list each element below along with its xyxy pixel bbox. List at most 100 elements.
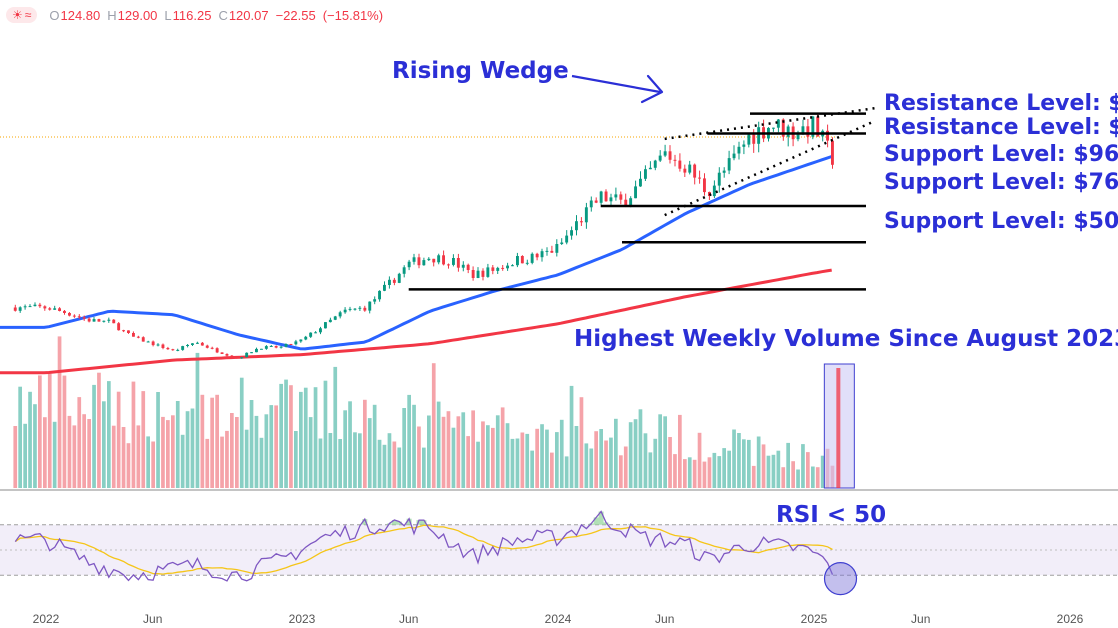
candle-body [772,127,775,129]
candle-body [289,344,293,345]
volume-bar [604,440,608,488]
x-tick-label: 2025 [801,612,828,626]
low-label: L [164,7,172,23]
candle-body [269,346,273,347]
volume-bar [259,437,264,488]
volume-bar [806,452,810,488]
volume-bar [141,391,146,488]
indicator-toggle[interactable]: ☀ ≈ [6,7,38,23]
candle-body [205,345,209,348]
time-axis: 2022 Jun 2023 Jun 2024 Jun 2025 Jun 2026 [33,612,1084,626]
volume-bar [530,450,534,488]
change-value: −22.55 [275,7,316,23]
candle-body [575,221,578,231]
sun-icon: ☀ [12,8,23,22]
candle-body [412,257,416,262]
candle-body [191,343,194,345]
candle-body [447,264,450,266]
volume-bar [274,405,278,488]
rsi-overbought-fill [396,521,402,525]
candle-body [550,250,554,253]
candle-body [127,330,130,333]
candle-body [786,126,790,137]
volume-bar [77,397,82,488]
volume-bar [781,467,786,488]
candle-body [72,315,76,317]
volume-bar [372,404,377,488]
volume-bar [62,375,67,488]
volume-bar [599,429,603,488]
candle-body [609,197,613,202]
volume-bar [171,415,175,488]
candle-body [102,320,106,322]
candle-body [38,304,42,307]
volume-bar [495,415,500,488]
candle-body [43,306,47,309]
candle-body [132,333,135,337]
volume-bar [254,415,259,488]
candle-body [589,200,593,208]
price-candles [13,114,834,359]
candle-body [210,347,214,349]
candle-body [328,319,332,323]
candle-body [688,164,692,173]
rising-wedge-arrow-shaft [571,74,661,94]
candle-body [48,308,52,310]
candle-body [299,339,303,342]
rsi-note-label: RSI < 50 [776,502,887,528]
candle-body [442,255,445,265]
x-tick-label: Jun [911,612,930,626]
resistance-label-lower: Resistance Level: $ [884,115,1118,140]
volume-bar [801,444,805,488]
volume-bar [540,424,544,488]
volume-bar [569,385,574,488]
volume-bar [791,461,795,488]
volume-bar [515,438,520,488]
candle-body [437,255,441,263]
volume-bar [702,461,707,488]
resistance-label-upper: Resistance Level: $ [884,91,1118,116]
candle-body [673,159,677,161]
volume-bar [574,426,579,488]
candle-body [107,319,111,321]
candle-body [13,307,17,311]
volume-bar [742,439,746,488]
volume-bar [348,401,352,488]
candle-body [545,250,549,252]
candle-body [506,265,509,269]
volume-bar [392,441,397,488]
rsi-overbought-fill [391,520,397,525]
candle-body [806,126,810,137]
volume-bar [653,438,658,488]
candle-body [28,306,32,308]
candle-body [747,134,751,145]
candle-body [284,344,288,347]
candle-body [200,342,204,346]
support-label-76: Support Level: $76 [884,170,1118,195]
volume-note-label: Highest Weekly Volume Since August 2023 [574,326,1118,352]
volume-bar [422,447,426,488]
rsi-ma-line [14,524,833,575]
volume-bar [190,408,195,488]
ohlc-legend: ☀ ≈ O 124.80 H 129.00 L 116.25 C 120.07 … [6,4,390,26]
volume-bar [33,404,37,488]
moving-averages [0,155,833,375]
volume-bar [205,438,210,488]
candle-body [727,158,731,171]
candle-body [151,341,155,346]
volume-bar [559,419,564,488]
volume-bar [363,399,367,488]
volume-bar [382,444,387,488]
x-tick-label: 2026 [1057,612,1084,626]
volume-bar [161,416,165,488]
candle-body [461,264,465,268]
candle-body [53,308,57,310]
candle-body [319,328,322,333]
volume-bar [505,423,510,488]
candle-body [516,256,519,266]
candle-body [491,267,495,271]
volume-bar [215,394,219,488]
volume-bar [491,427,495,488]
volume-bar [249,400,254,488]
